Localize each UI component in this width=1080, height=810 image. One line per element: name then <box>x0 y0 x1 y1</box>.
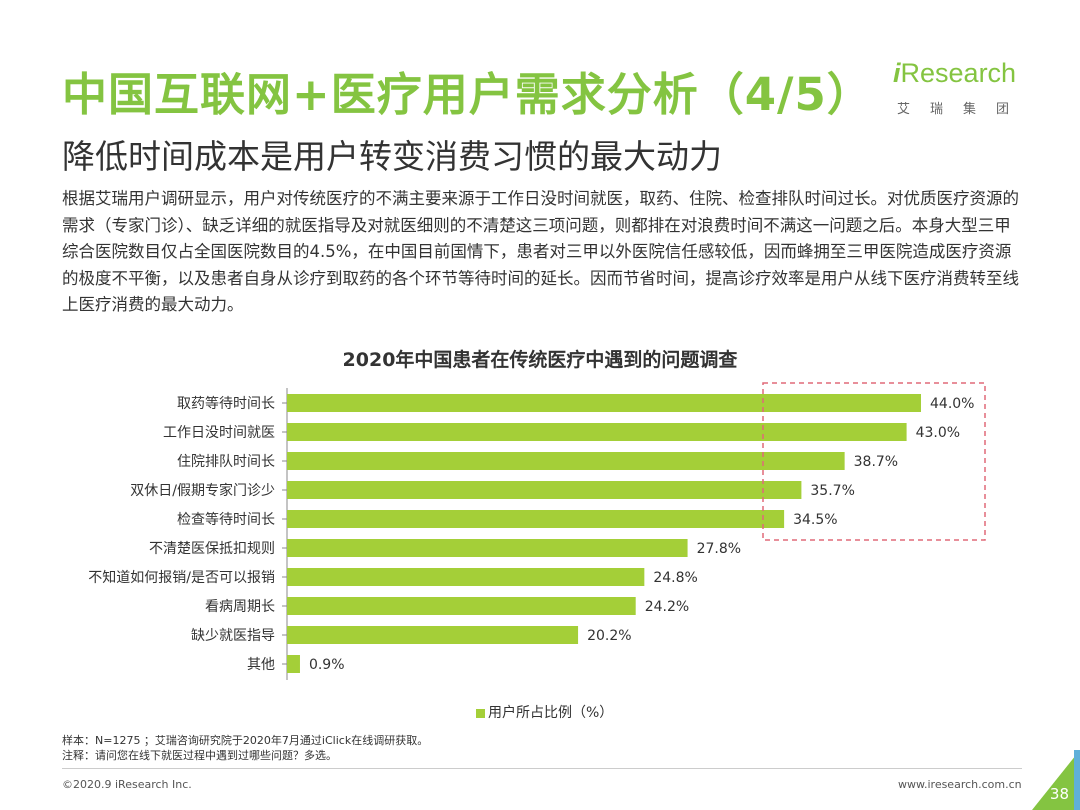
bar <box>287 394 921 412</box>
category-label: 双休日/假期专家门诊少 <box>130 482 275 499</box>
bar-chart: 取药等待时间长 44.0% 工作日没时间就医 43.0% 住院排队时间长 38.7% 双休日… <box>88 382 986 680</box>
category-label: 工作日没时间就医 <box>163 425 275 441</box>
category-label: 其他 <box>247 657 275 673</box>
bar <box>287 510 785 528</box>
page-title: 中国互联网+医疗用户需求分析（4/5） <box>62 68 873 121</box>
value-label: 27.8% <box>697 541 741 557</box>
bar <box>287 452 845 470</box>
bar <box>287 481 802 499</box>
value-label: 43.0% <box>916 425 960 441</box>
page-subtitle: 降低时间成本是用户转变消费习惯的最大动力 <box>62 137 722 176</box>
iresearch-logo: iResearch 艾瑞集团 <box>893 58 1023 128</box>
value-label: 0.9% <box>309 657 345 673</box>
value-label: 35.7% <box>810 483 854 499</box>
category-label: 看病周期长 <box>205 599 275 615</box>
bar <box>287 626 579 644</box>
page-corner-stripe <box>1074 750 1080 810</box>
highlight-box <box>762 382 986 541</box>
chart-title: 2020年中国患者在传统医疗中遇到的问题调查 <box>342 349 738 371</box>
page-number: 38 <box>1049 785 1069 803</box>
copyright-text: ©2020.9 iResearch Inc. <box>62 778 192 791</box>
value-label: 24.2% <box>645 599 689 615</box>
value-label: 34.5% <box>793 512 837 528</box>
value-label: 24.8% <box>653 570 697 586</box>
chart-legend: 用户所占比例（%） <box>476 702 613 722</box>
category-label: 缺少就医指导 <box>191 628 275 644</box>
bar <box>287 539 688 557</box>
legend-label: 用户所占比例（%） <box>488 705 614 721</box>
bar <box>287 423 907 441</box>
category-label: 取药等待时间长 <box>177 395 275 412</box>
value-label: 38.7% <box>854 454 898 470</box>
category-label: 不知道如何报销/是否可以报销 <box>88 569 275 586</box>
page-corner-decoration <box>1032 750 1080 810</box>
remark-note: 注释：请问您在线下就医过程中遇到过哪些问题？多选。 <box>62 749 337 762</box>
summary-paragraph: 根据艾瑞用户调研显示，用户对传统医疗的不满主要来源于工作日没时间就医，取药、住院… <box>62 189 1019 314</box>
footer-divider <box>62 768 1022 769</box>
value-label: 20.2% <box>587 628 631 644</box>
value-label: 44.0% <box>930 396 974 412</box>
category-label: 不清楚医保抵扣规则 <box>149 541 275 557</box>
logo-chinese-name: 艾瑞集团 <box>897 102 1030 117</box>
legend-swatch <box>476 708 485 718</box>
bar <box>287 597 636 615</box>
category-label: 检查等待时间长 <box>177 511 275 528</box>
bar <box>287 655 300 673</box>
sample-note: 样本：N=1275 ；艾瑞咨询研究院于2020年7月通过iClick在线调研获取… <box>62 734 429 747</box>
website-url[interactable]: www.iresearch.com.cn <box>898 778 1022 791</box>
category-label: 住院排队时间长 <box>177 454 275 470</box>
logo-wordmark: iResearch <box>893 58 1017 88</box>
bar <box>287 568 645 586</box>
